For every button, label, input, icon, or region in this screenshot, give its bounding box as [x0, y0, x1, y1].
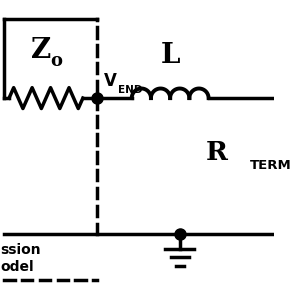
Text: END: END [118, 86, 142, 95]
Text: Z: Z [31, 37, 51, 64]
Text: odel: odel [0, 260, 34, 274]
Text: R: R [206, 140, 228, 165]
Text: o: o [50, 52, 62, 70]
Text: L: L [160, 42, 180, 69]
Text: TERM: TERM [250, 159, 291, 172]
Text: V: V [104, 72, 116, 90]
Text: ssion: ssion [0, 243, 41, 258]
